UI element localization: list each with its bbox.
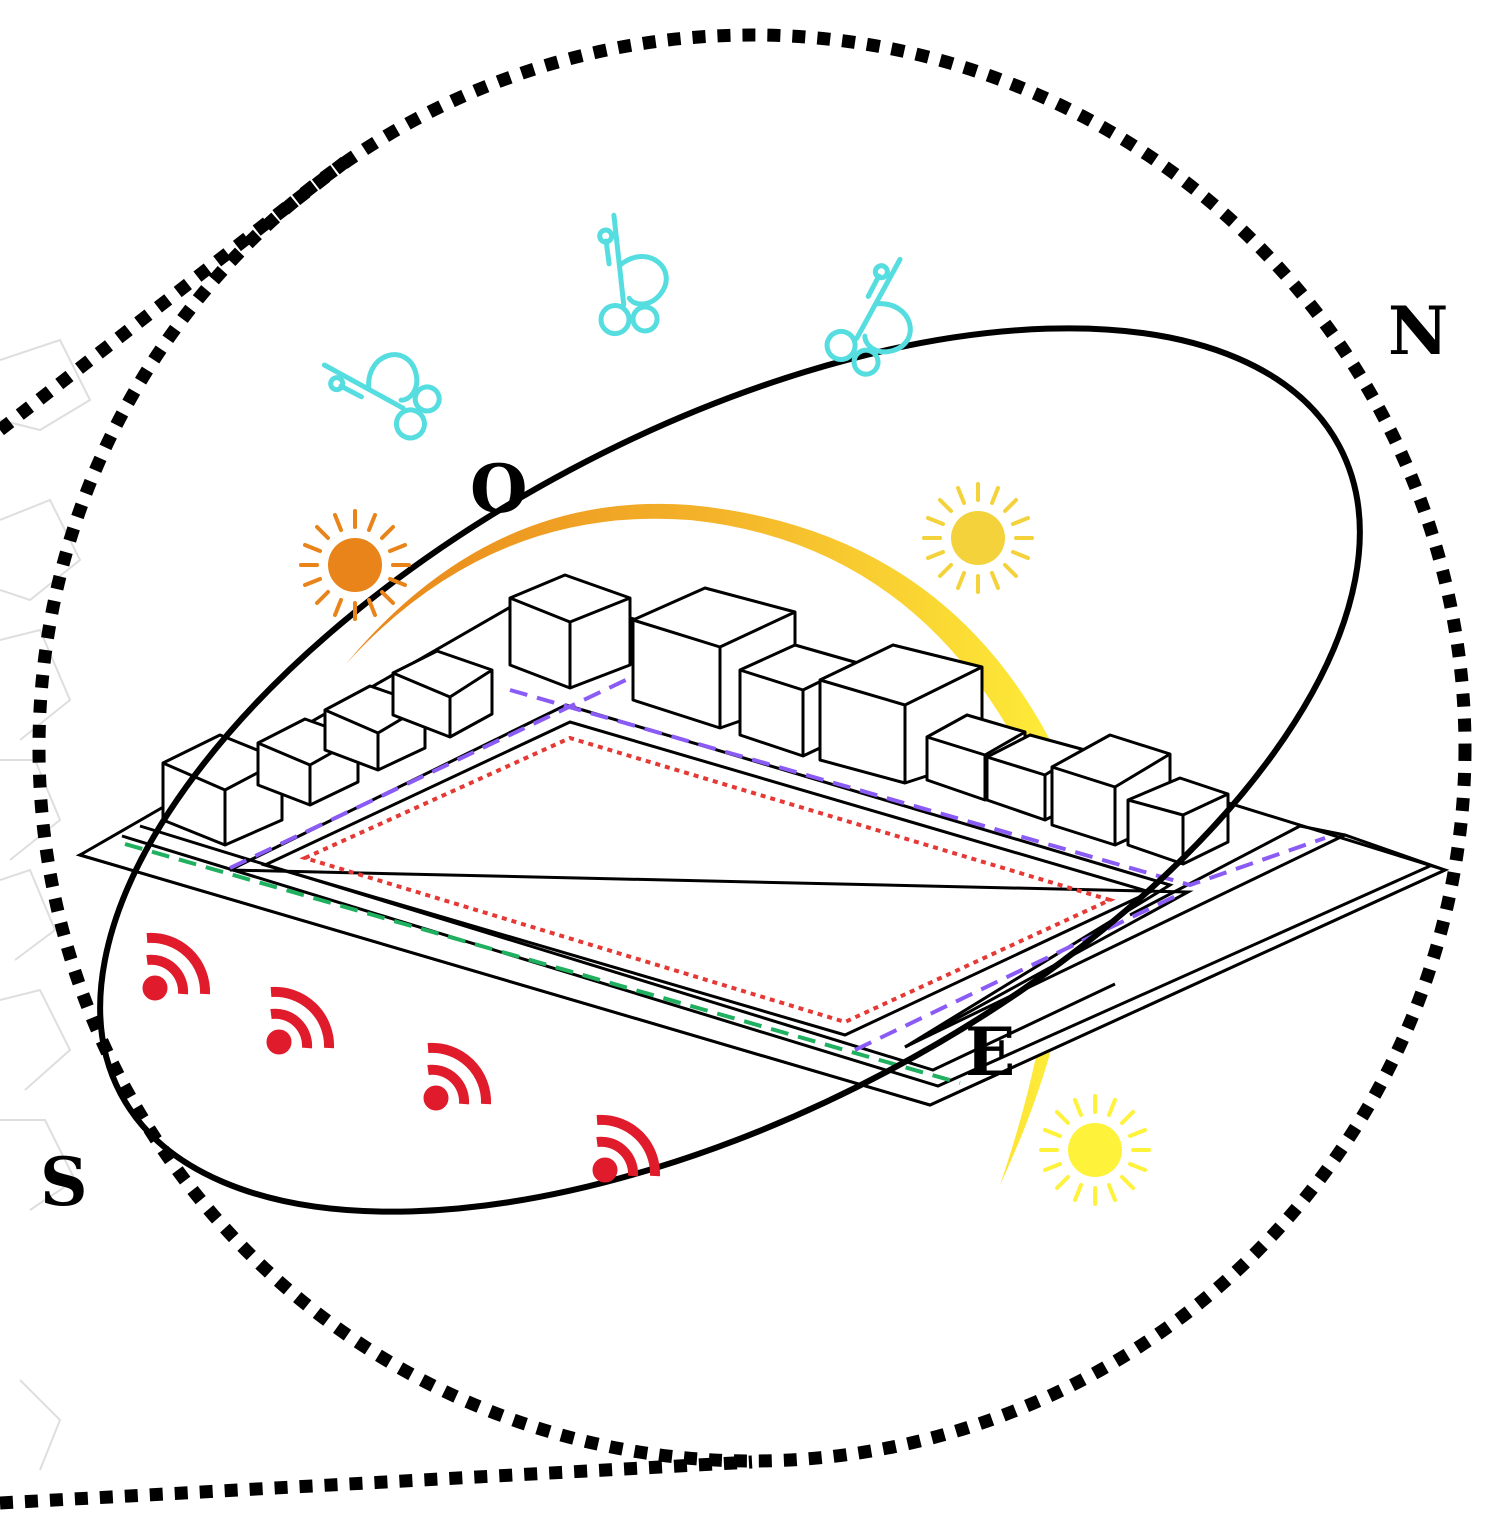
purple-pedestrian-route — [229, 675, 633, 870]
wind-icon — [592, 211, 671, 335]
purple-route-north — [509, 688, 1326, 888]
wifi-signal-icon — [267, 992, 329, 1054]
compass-east-label: E — [965, 1013, 1015, 1091]
green-vehicle-route — [124, 842, 961, 1085]
purple-route-east — [854, 892, 1181, 1052]
orbit-ellipse — [97, 325, 1363, 1215]
dotted-guide-lines — [0, 156, 753, 1510]
compass-south-label: S — [40, 1143, 88, 1221]
building — [1126, 776, 1230, 866]
wind-icon — [313, 325, 450, 444]
sun-icon — [1039, 1094, 1151, 1206]
background-map-fragment — [0, 338, 92, 1471]
building — [391, 649, 494, 739]
wifi-signal-icon — [143, 938, 205, 1000]
red-plot-boundary — [299, 735, 1116, 1025]
compass-west-label: O — [470, 450, 528, 528]
building — [161, 733, 284, 847]
sun-icon — [922, 482, 1034, 594]
site-boundary-dotted-circle — [32, 28, 1472, 1468]
buildings — [161, 573, 1230, 866]
sun-icon — [299, 509, 411, 621]
compass-north-label: N — [1388, 292, 1448, 370]
building — [508, 573, 632, 690]
wifi-signal-icon — [424, 1048, 486, 1110]
